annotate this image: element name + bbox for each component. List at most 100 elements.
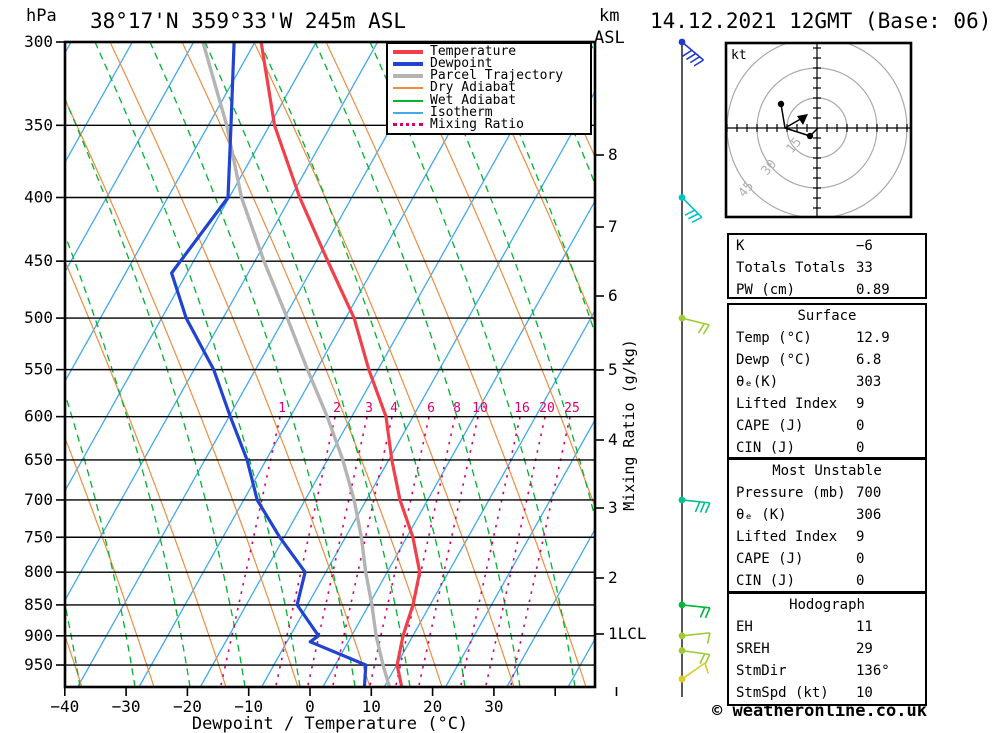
stats-row-value: 700 xyxy=(856,485,882,501)
isotherm-line xyxy=(199,42,563,687)
legend-label: Isotherm xyxy=(430,104,493,120)
wet-adiabat-line xyxy=(534,42,595,186)
pressure-tick-label: 650 xyxy=(24,450,53,469)
wind-barb xyxy=(678,38,704,67)
pressure-tick-label: 850 xyxy=(24,595,53,614)
page-title: 38°17'N 359°33'W 245m ASL xyxy=(90,9,407,33)
isotherm-line xyxy=(65,42,195,274)
stats-row-label: CAPE (J) xyxy=(736,418,804,434)
wind-barb-feather xyxy=(702,324,710,335)
wet-adiabat-line xyxy=(479,42,595,335)
pressure-tick-label: 400 xyxy=(24,187,53,206)
wind-barb-feather xyxy=(693,59,704,67)
stats-row-value: 11 xyxy=(856,619,873,635)
stats-row: θₑ (K) 306 xyxy=(729,504,925,526)
mixing-ratio-label: 20 xyxy=(539,401,555,416)
wind-barb-feather xyxy=(686,52,697,61)
hodograph-trace-dot xyxy=(806,132,814,140)
wind-barb-shaft xyxy=(681,196,703,218)
pressure-tick-label: 300 xyxy=(24,32,53,51)
temp-tick-label: −20 xyxy=(173,697,202,716)
parcel-trajectory-curve xyxy=(201,42,392,687)
wind-barb-feather xyxy=(699,606,706,618)
stats-row: StmSpd (kt) 10 xyxy=(729,682,925,704)
wind-barb-feather xyxy=(704,654,711,665)
sounding-layer xyxy=(170,42,422,687)
pressure-tick-label: 600 xyxy=(24,407,53,426)
wind-barb xyxy=(678,496,711,514)
km-tick-label: 1LCL xyxy=(608,624,647,643)
stats-row-label: EH xyxy=(736,619,753,635)
mixing-axis-title: Mixing Ratio (g/kg) xyxy=(620,339,638,511)
wind-barb-feather xyxy=(699,653,706,665)
legend-swatch-dry-adiabat xyxy=(393,87,423,90)
km-tick-label: 3 xyxy=(608,498,618,517)
legend-label: Dewpoint xyxy=(430,56,493,72)
km-tick-label: 8 xyxy=(608,145,618,164)
stats-row: CIN (J) 0 xyxy=(729,437,925,459)
grid-layer xyxy=(0,42,595,687)
pressure-unit-label: hPa xyxy=(26,6,57,26)
stats-row-label: CIN (J) xyxy=(736,440,796,456)
legend-swatch-dewpoint xyxy=(393,62,423,67)
plot-border xyxy=(63,40,597,689)
temp-tick-label: 30 xyxy=(484,697,503,716)
legend-swatch-temperature xyxy=(393,50,423,55)
legend-label: Parcel Trajectory xyxy=(430,68,564,84)
stats-row-value: 9 xyxy=(856,529,865,545)
pressure-tick-label: 450 xyxy=(24,251,53,270)
stats-row-label: PW (cm) xyxy=(736,282,796,298)
km-tick-label: 5 xyxy=(608,360,618,379)
stats-row-value: 0.89 xyxy=(856,282,890,298)
temp-tick-label: 10 xyxy=(362,697,381,716)
km-unit-label: km xyxy=(599,6,620,26)
stats-row-value: 33 xyxy=(856,260,873,276)
wind-barb-shaft xyxy=(681,41,704,61)
legend-label: Dry Adiabat xyxy=(430,80,517,96)
wind-barb-feather xyxy=(688,213,699,220)
stats-row-label: StmDir xyxy=(736,663,787,679)
wet-adiabat-line xyxy=(204,42,411,687)
stats-row: Lifted Index 9 xyxy=(729,393,925,415)
legend-item: Isotherm xyxy=(393,104,590,120)
wet-adiabat-line xyxy=(94,42,301,687)
legend-label: Temperature xyxy=(430,44,517,60)
dry-adiabat-line xyxy=(109,42,371,687)
stats-row: SREH 29 xyxy=(729,638,925,660)
temp-tick-label: −10 xyxy=(234,697,263,716)
hodograph-ring-label: 45 xyxy=(736,179,758,201)
mixing-ratio-line xyxy=(459,416,521,687)
wet-adiabat-line xyxy=(259,42,466,687)
pressure-tick-label: 750 xyxy=(24,527,53,546)
wind-barb-shaft xyxy=(681,317,710,326)
stats-row-label: Lifted Index xyxy=(736,529,838,545)
temp-axis-title: Dewpoint / Temperature (°C) xyxy=(192,714,468,733)
wind-barb xyxy=(678,647,711,665)
wind-barb-column xyxy=(678,38,711,697)
stats-row-label: SREH xyxy=(736,641,770,657)
temp-tick-label: −30 xyxy=(112,697,141,716)
stats-row: Totals Totals 33 xyxy=(729,257,925,279)
pressure-tick-label: 350 xyxy=(24,115,53,134)
mixing-ratio-label: 3 xyxy=(365,401,373,416)
wind-barb-shaft xyxy=(681,662,706,680)
legend-swatch-wet-adiabat xyxy=(393,99,423,102)
hodograph-trace-dot xyxy=(777,100,785,108)
isotherm-line xyxy=(322,199,595,687)
mixing-ratio-label: 16 xyxy=(514,401,530,416)
wind-barb xyxy=(678,194,703,224)
mixing-ratio-line xyxy=(368,416,430,687)
stats-table-most-unstable: Most Unstable Pressure (mb) 700 θₑ (K) 306 Li… xyxy=(727,458,927,593)
hodograph-ring-label: 30 xyxy=(759,157,781,179)
stats-row-label: CAPE (J) xyxy=(736,551,804,567)
wind-barb xyxy=(678,632,711,644)
hodograph-border xyxy=(724,41,913,219)
stats-row: EH 11 xyxy=(729,616,925,638)
dry-adiabat-line xyxy=(0,42,10,687)
stats-row: Lifted Index 9 xyxy=(729,526,925,548)
wet-adiabat-line xyxy=(0,42,25,687)
dewpoint-curve xyxy=(170,42,368,687)
stats-row: PW (cm) 0.89 xyxy=(729,279,925,301)
km-tick-label: 2 xyxy=(608,568,618,587)
wind-barb-feather xyxy=(699,502,706,513)
